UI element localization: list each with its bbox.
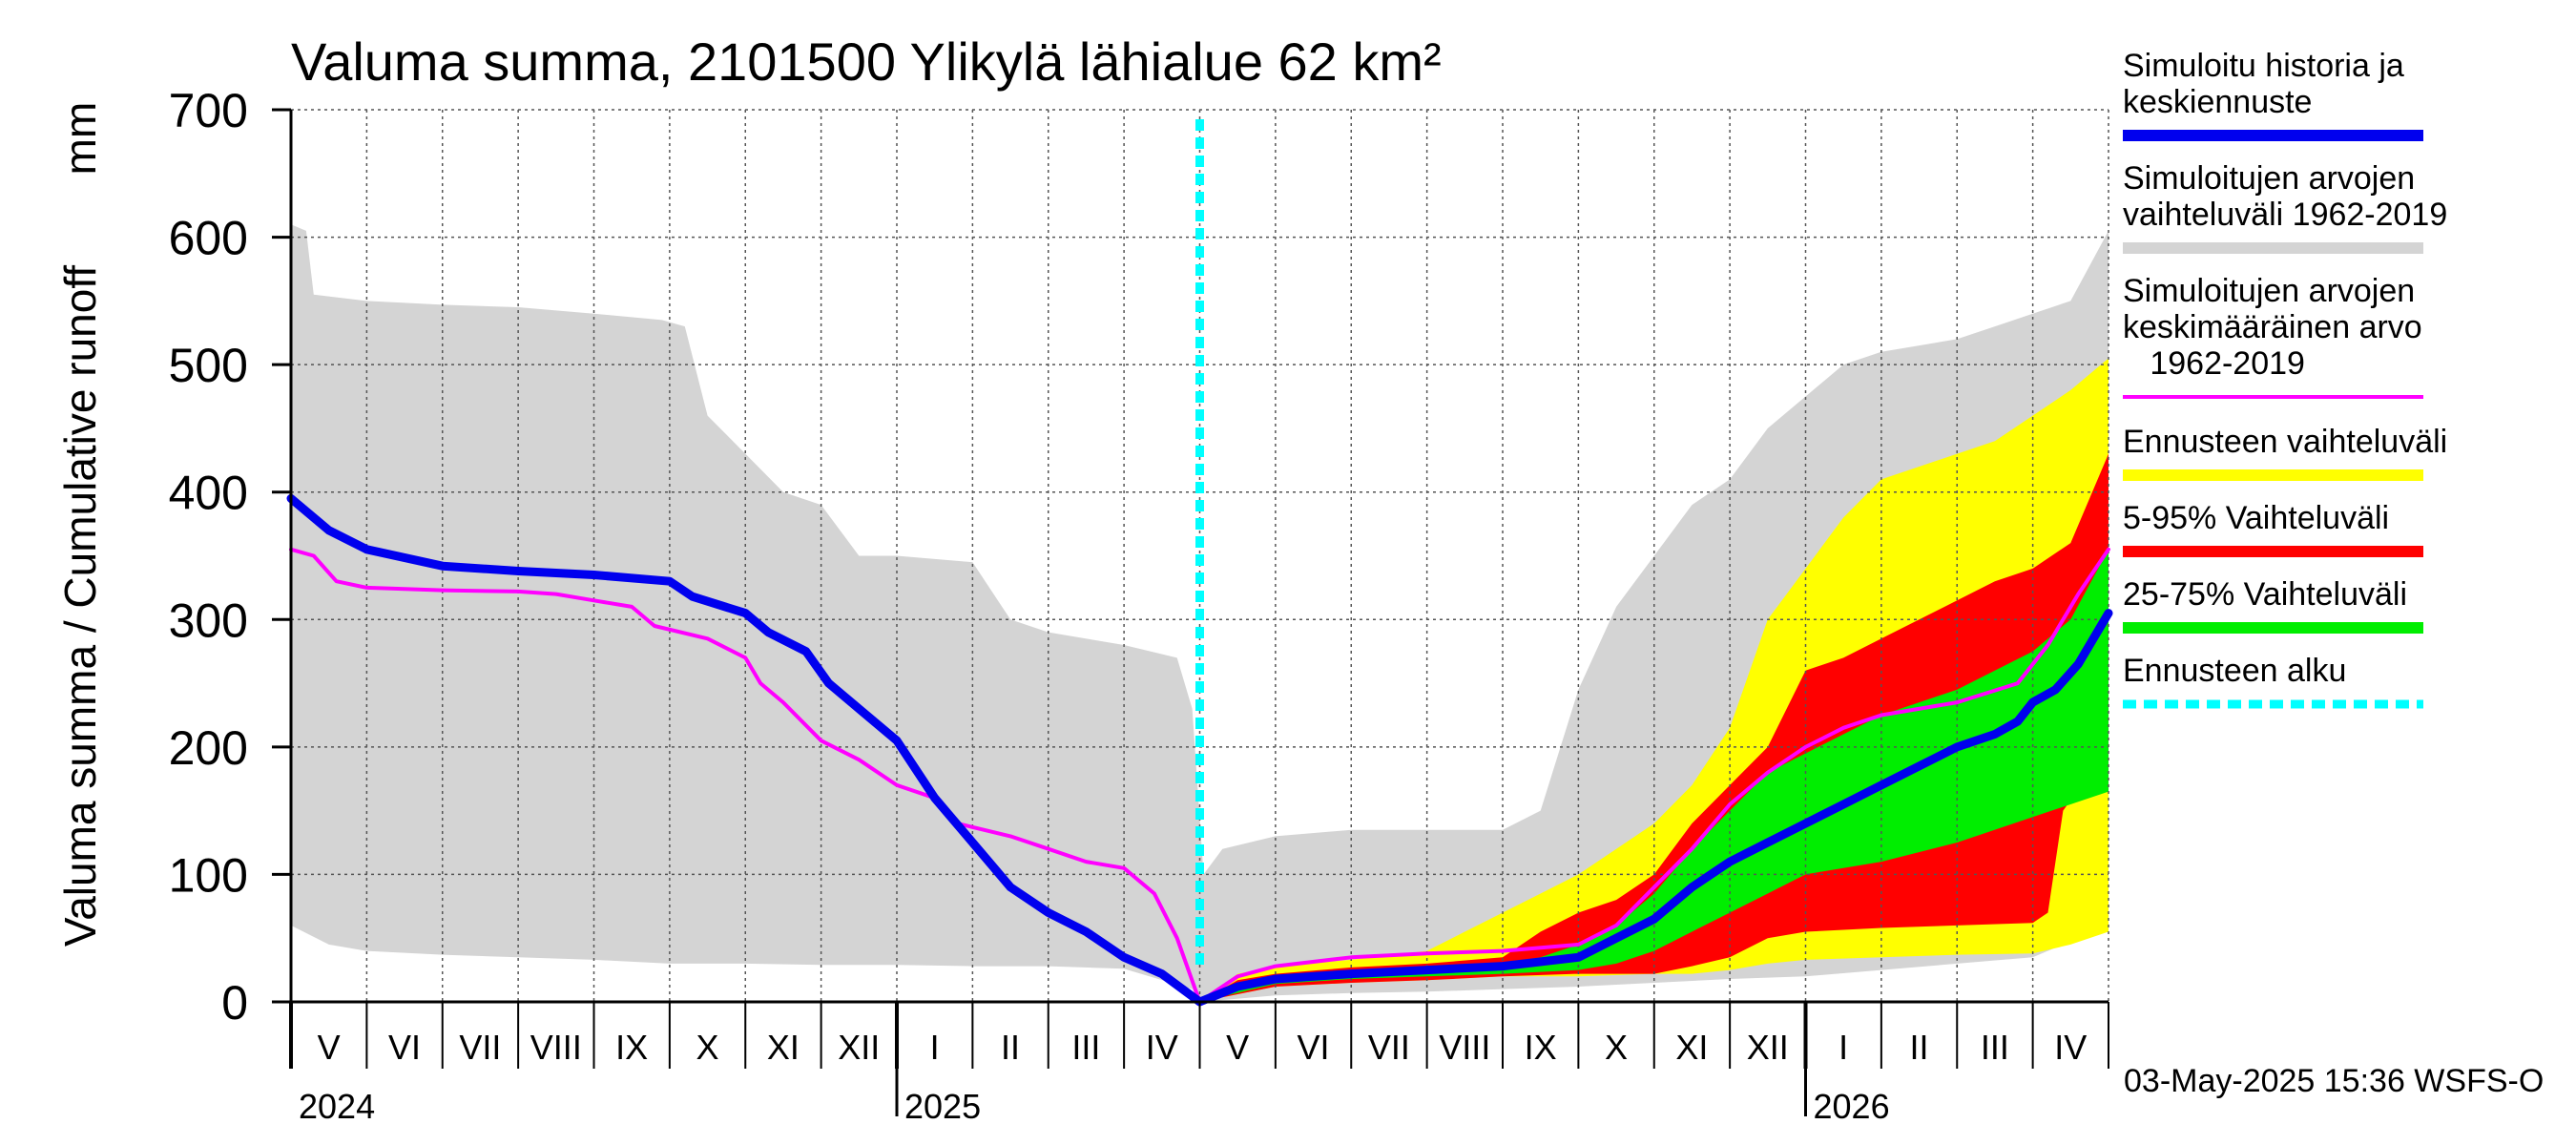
y-tick-label: 500: [169, 339, 248, 392]
y-tick-label: 100: [169, 848, 248, 902]
x-year-label: 2024: [299, 1087, 375, 1126]
legend-label: Simuloitujen arvojen: [2123, 273, 2415, 309]
y-tick-label: 400: [169, 467, 248, 520]
legend-label: keskiennuste: [2123, 84, 2312, 120]
legend-label: Ennusteen alku: [2123, 653, 2346, 689]
x-month-label: VII: [1368, 1028, 1410, 1067]
x-month-label: XII: [1747, 1028, 1789, 1067]
y-tick-label: 200: [169, 721, 248, 775]
y-axis-title: Valuma summa / Cumulative runoff: [55, 265, 105, 947]
x-month-label: IX: [615, 1028, 648, 1067]
x-month-label: XII: [838, 1028, 880, 1067]
y-tick-label: 300: [169, 593, 248, 647]
legend-label: Simuloitu historia ja: [2123, 48, 2404, 84]
legend-label: vaihteluväli 1962-2019: [2123, 197, 2447, 233]
x-month-label: VII: [459, 1028, 501, 1067]
x-month-label: II: [1001, 1028, 1020, 1067]
band-simuloitujen-arvojen-vaihteluv-li-1962-2019: [291, 224, 2109, 1002]
x-month-label: III: [1981, 1028, 2009, 1067]
x-month-label: V: [318, 1028, 341, 1067]
x-month-label: V: [1226, 1028, 1249, 1067]
x-month-label: I: [1839, 1028, 1848, 1067]
legend-label: 1962-2019: [2123, 345, 2305, 382]
x-month-label: X: [696, 1028, 719, 1067]
y-tick-label: 600: [169, 212, 248, 265]
footer-timestamp: 03-May-2025 15:36 WSFS-O: [2124, 1063, 2544, 1099]
x-year-label: 2026: [1814, 1087, 1890, 1126]
x-month-label: IV: [2054, 1028, 2087, 1067]
y-axis-unit: mm: [55, 102, 105, 176]
x-month-label: XI: [1675, 1028, 1708, 1067]
x-month-label: II: [1910, 1028, 1929, 1067]
legend-label: Ennusteen vaihteluväli: [2123, 424, 2447, 460]
legend-label: 5-95% Vaihteluväli: [2123, 500, 2389, 536]
x-month-label: I: [930, 1028, 940, 1067]
legend-label: keskimääräinen arvo: [2123, 309, 2422, 345]
x-month-label: X: [1605, 1028, 1628, 1067]
x-month-label: III: [1071, 1028, 1100, 1067]
x-month-label: IV: [1146, 1028, 1178, 1067]
legend-label: Simuloitujen arvojen: [2123, 160, 2415, 197]
series-line-mean-forecast: [286, 493, 2113, 1007]
x-month-label: IX: [1525, 1028, 1557, 1067]
x-year-label: 2025: [904, 1087, 981, 1126]
series-line-average-1962-2019: [289, 547, 2110, 1004]
x-month-label: VI: [1298, 1028, 1330, 1067]
y-tick-label: 0: [221, 976, 248, 1030]
x-month-label: VI: [388, 1028, 421, 1067]
legend-label: 25-75% Vaihteluväli: [2123, 576, 2407, 613]
chart-title: Valuma summa, 2101500 Ylikylä lähialue 6…: [291, 31, 1442, 92]
x-month-label: VIII: [530, 1028, 582, 1067]
x-month-label: VIII: [1439, 1028, 1490, 1067]
x-month-label: XI: [767, 1028, 800, 1067]
y-tick-label: 700: [169, 84, 248, 137]
line-layer: [286, 119, 2113, 1007]
